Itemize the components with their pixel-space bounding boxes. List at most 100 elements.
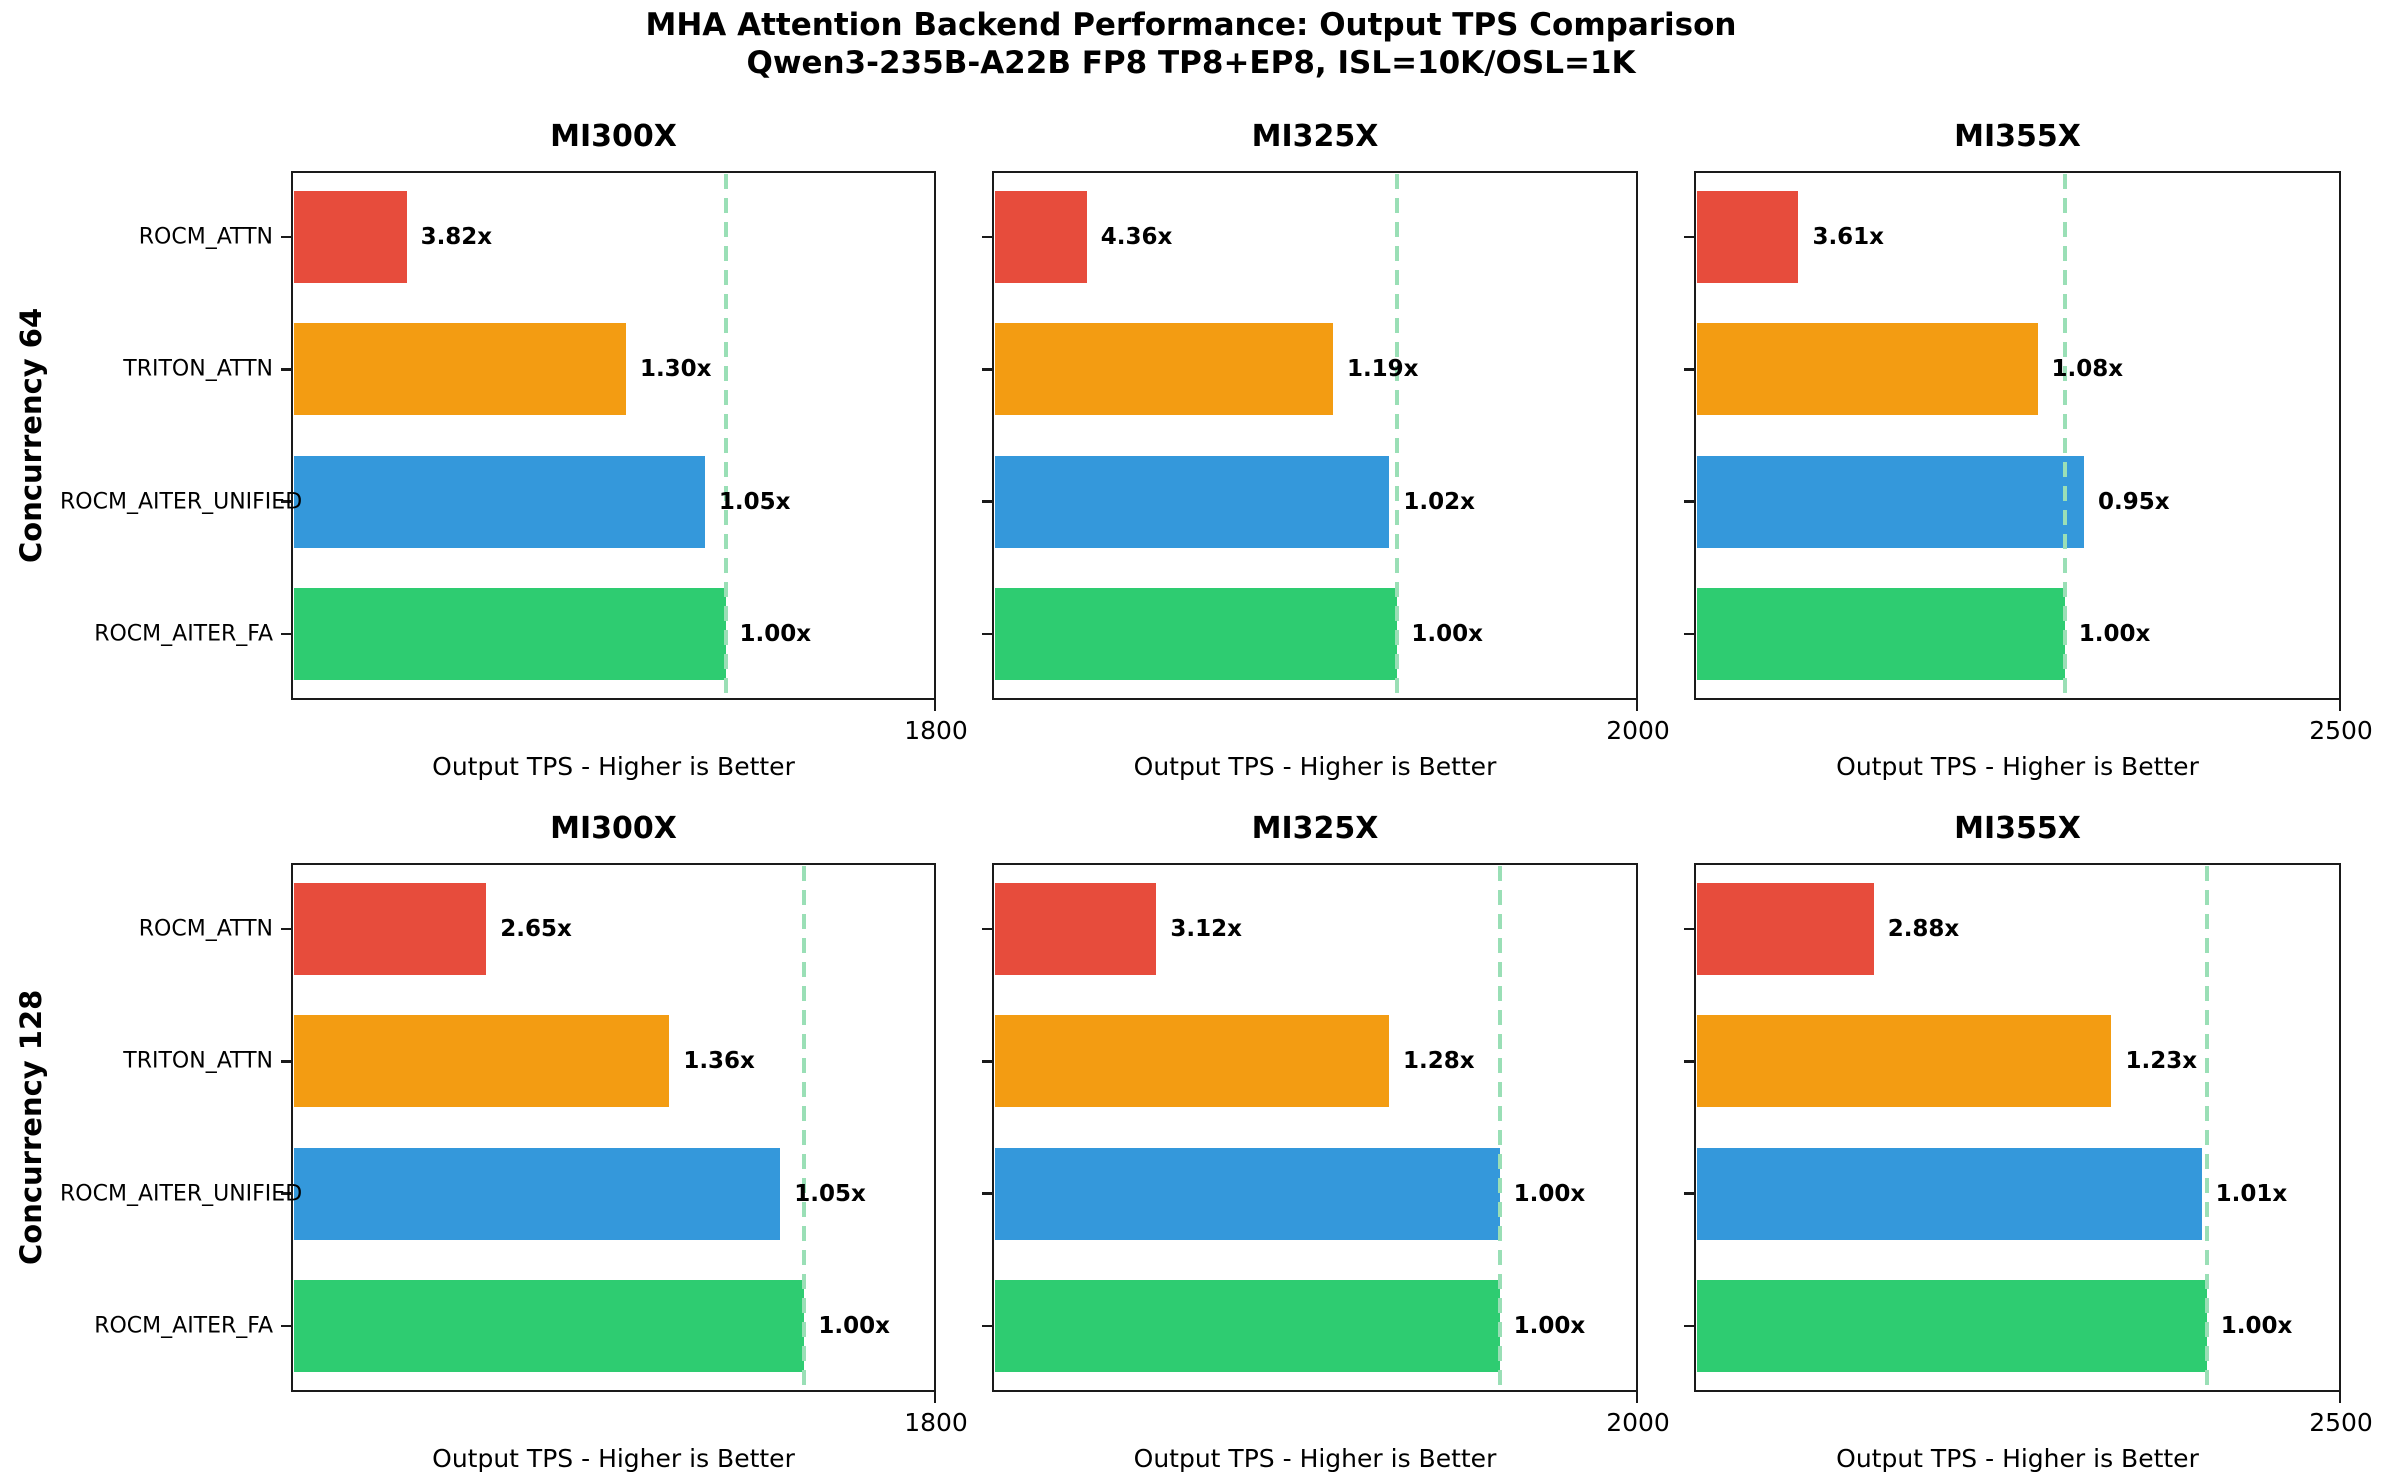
y-tick-label-rocm_aiter_fa: ROCM_AITER_FA xyxy=(94,1313,273,1339)
bar-ratio-label: 1.19x xyxy=(1346,356,1419,383)
baseline-reference-line xyxy=(2062,173,2067,698)
bar-ratio-label: 4.36x xyxy=(1100,224,1173,251)
bar-ratio-label: 1.00x xyxy=(2220,1312,2293,1339)
y-tick xyxy=(1684,1324,1694,1328)
y-tick xyxy=(1684,500,1694,503)
y-tick xyxy=(982,927,992,931)
y-tick xyxy=(281,1060,291,1063)
bar-ratio-label: 1.36x xyxy=(683,1048,755,1075)
bar-rocm_aiter_fa-mi325x-row2 xyxy=(994,1279,1500,1372)
chart-title: MHA Attention Backend Performance: Outpu… xyxy=(645,7,1737,43)
y-tick-label-triton_attn: TRITON_ATTN xyxy=(123,356,273,382)
bar-rocm_attn-mi325x-row1 xyxy=(994,191,1087,284)
bar-rocm_aiter_fa-mi300x-row1 xyxy=(293,587,726,680)
y-tick xyxy=(982,1060,992,1063)
baseline-reference-line xyxy=(1497,865,1502,1390)
y-tick xyxy=(1684,1060,1694,1063)
y-tick xyxy=(281,632,291,636)
bar-rocm_aiter_fa-mi355x-row1 xyxy=(1696,587,2065,680)
x-tick xyxy=(2338,1392,2341,1403)
x-tick-label: 2000 xyxy=(1606,1408,1670,1437)
bar-ratio-label: 1.00x xyxy=(1513,1180,1586,1207)
baseline-reference-line xyxy=(802,865,807,1390)
row-label-concurrency-128: Concurrency 128 xyxy=(14,989,48,1266)
bar-triton_attn-mi355x-row1 xyxy=(1696,323,2038,416)
bar-rocm_aiter_unified-mi355x-row1 xyxy=(1696,455,2084,548)
baseline-reference-line xyxy=(1395,173,1400,698)
x-axis-label: Output TPS - Higher is Better xyxy=(1133,752,1497,781)
bar-ratio-label: 1.08x xyxy=(2051,356,2124,383)
bar-ratio-label: 2.88x xyxy=(1887,916,1960,943)
bar-triton_attn-mi325x-row1 xyxy=(994,323,1333,416)
bar-ratio-label: 1.05x xyxy=(718,488,791,515)
y-tick xyxy=(281,500,291,503)
y-tick xyxy=(281,368,291,371)
subplot-title-mi300x: MI300X xyxy=(550,811,677,846)
bar-ratio-label: 1.30x xyxy=(639,356,712,383)
x-tick-label: 2500 xyxy=(2309,716,2373,745)
y-tick xyxy=(1684,235,1694,239)
y-tick-label-rocm_attn: ROCM_ATTN xyxy=(138,916,273,942)
x-axis-label: Output TPS - Higher is Better xyxy=(432,1444,795,1473)
subplot-title-mi355x: MI355X xyxy=(1954,119,2081,154)
y-tick-label-rocm_attn: ROCM_ATTN xyxy=(138,224,273,250)
y-tick-label-rocm_aiter_fa: ROCM_AITER_FA xyxy=(94,621,273,647)
bar-ratio-label: 1.00x xyxy=(818,1312,891,1339)
baseline-reference-line xyxy=(2204,865,2209,1390)
x-tick xyxy=(1635,1392,1638,1403)
y-tick xyxy=(1684,368,1694,371)
x-tick-label: 2000 xyxy=(1606,716,1670,745)
row-label-concurrency-64: Concurrency 64 xyxy=(14,307,48,564)
chart-subtitle: Qwen3-235B-A22B FP8 TP8+EP8, ISL=10K/OSL… xyxy=(746,45,1636,81)
y-tick xyxy=(281,1192,291,1195)
x-axis-label: Output TPS - Higher is Better xyxy=(1836,752,2199,781)
y-tick xyxy=(982,1324,992,1328)
x-tick-label: 2500 xyxy=(2309,1408,2373,1437)
bar-ratio-label: 2.65x xyxy=(500,916,572,943)
y-tick xyxy=(1684,632,1694,636)
bar-rocm_attn-mi300x-row2 xyxy=(293,883,487,976)
y-tick-label-triton_attn: TRITON_ATTN xyxy=(123,1048,273,1074)
bar-rocm_attn-mi325x-row2 xyxy=(994,883,1157,976)
subplot-title-mi325x: MI325X xyxy=(1251,119,1379,154)
bar-rocm_aiter_unified-mi300x-row1 xyxy=(293,455,705,548)
bar-ratio-label: 3.61x xyxy=(1812,224,1885,251)
bar-ratio-label: 3.82x xyxy=(420,224,493,251)
bar-rocm_attn-mi355x-row2 xyxy=(1696,883,1874,976)
bar-ratio-label: 1.00x xyxy=(1411,620,1483,647)
bar-triton_attn-mi300x-row1 xyxy=(293,323,626,416)
bar-rocm_attn-mi300x-row1 xyxy=(293,191,407,284)
x-tick-label: 1800 xyxy=(904,1408,968,1437)
y-tick xyxy=(281,927,291,931)
x-tick xyxy=(933,1392,936,1403)
bar-rocm_aiter_fa-mi325x-row1 xyxy=(994,587,1398,680)
bar-ratio-label: 1.23x xyxy=(2125,1048,2198,1075)
x-tick xyxy=(2338,700,2341,711)
subplot-title-mi325x: MI325X xyxy=(1251,811,1379,846)
y-tick xyxy=(982,235,992,239)
x-axis-label: Output TPS - Higher is Better xyxy=(1836,1444,2199,1473)
bar-ratio-label: 1.02x xyxy=(1403,488,1475,515)
bar-ratio-label: 1.28x xyxy=(1403,1048,1475,1075)
y-tick xyxy=(982,1192,992,1195)
x-tick xyxy=(1635,700,1638,711)
bar-rocm_attn-mi355x-row1 xyxy=(1696,191,1799,284)
bar-triton_attn-mi325x-row2 xyxy=(994,1015,1390,1108)
y-tick xyxy=(281,235,291,239)
x-tick xyxy=(933,700,936,711)
subplot-title-mi355x: MI355X xyxy=(1954,811,2081,846)
baseline-reference-line xyxy=(723,173,728,698)
bar-ratio-label: 1.00x xyxy=(1513,1312,1586,1339)
y-tick xyxy=(1684,1192,1694,1195)
x-tick-label: 1800 xyxy=(904,716,968,745)
bar-ratio-label: 1.01x xyxy=(2215,1180,2288,1207)
y-tick xyxy=(982,500,992,503)
y-tick xyxy=(982,368,992,371)
x-axis-label: Output TPS - Higher is Better xyxy=(432,752,795,781)
bar-ratio-label: 1.00x xyxy=(2078,620,2151,647)
bar-rocm_aiter_fa-mi300x-row2 xyxy=(293,1279,805,1372)
y-tick-label-rocm_aiter_unified: ROCM_AITER_UNIFIED xyxy=(60,1181,303,1207)
bar-ratio-label: 3.12x xyxy=(1170,916,1242,943)
bar-rocm_aiter_unified-mi325x-row2 xyxy=(994,1147,1500,1240)
